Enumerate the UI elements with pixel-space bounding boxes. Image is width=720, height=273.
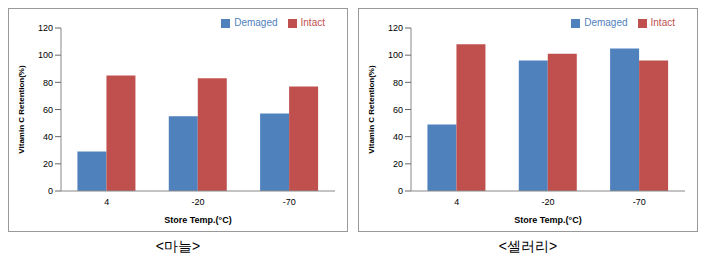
svg-text:-20: -20 [541, 197, 554, 207]
svg-text:80: 80 [393, 78, 403, 88]
svg-text:Store Temp.(°C): Store Temp.(°C) [164, 215, 231, 225]
svg-text:0: 0 [48, 186, 53, 196]
svg-text:-70: -70 [283, 197, 296, 207]
html-text:<마늘>: <마늘> [155, 238, 201, 254]
html-text:Demaged: Demaged [584, 17, 628, 28]
svg-text:100: 100 [38, 50, 53, 60]
svg-text:80: 80 [43, 78, 53, 88]
svg-text:Store Temp.(°C): Store Temp.(°C) [514, 215, 581, 225]
html-text:Intact: Intact [300, 17, 325, 28]
svg-text:20: 20 [393, 159, 403, 169]
svg-text:-20: -20 [191, 197, 204, 207]
svg-text:100: 100 [388, 50, 403, 60]
svg-text:40: 40 [393, 132, 403, 142]
svg-text:60: 60 [393, 105, 403, 115]
html-text:Demaged: Demaged [234, 17, 278, 28]
svg-text:20: 20 [43, 159, 53, 169]
html-text:Intact: Intact [650, 17, 675, 28]
html-text:<셀러리>: <셀러리> [498, 238, 558, 254]
svg-text:4: 4 [454, 197, 459, 207]
svg-text:120: 120 [388, 23, 403, 33]
svg-text:-70: -70 [633, 197, 646, 207]
svg-text:60: 60 [43, 105, 53, 115]
svg-text:0: 0 [398, 186, 403, 196]
svg-text:4: 4 [104, 197, 109, 207]
svg-text:Vitamin C Retention(%): Vitamin C Retention(%) [17, 65, 26, 154]
svg-text:120: 120 [38, 23, 53, 33]
svg-text:Vitamin C Retention(%): Vitamin C Retention(%) [367, 65, 376, 154]
svg-text:40: 40 [43, 132, 53, 142]
